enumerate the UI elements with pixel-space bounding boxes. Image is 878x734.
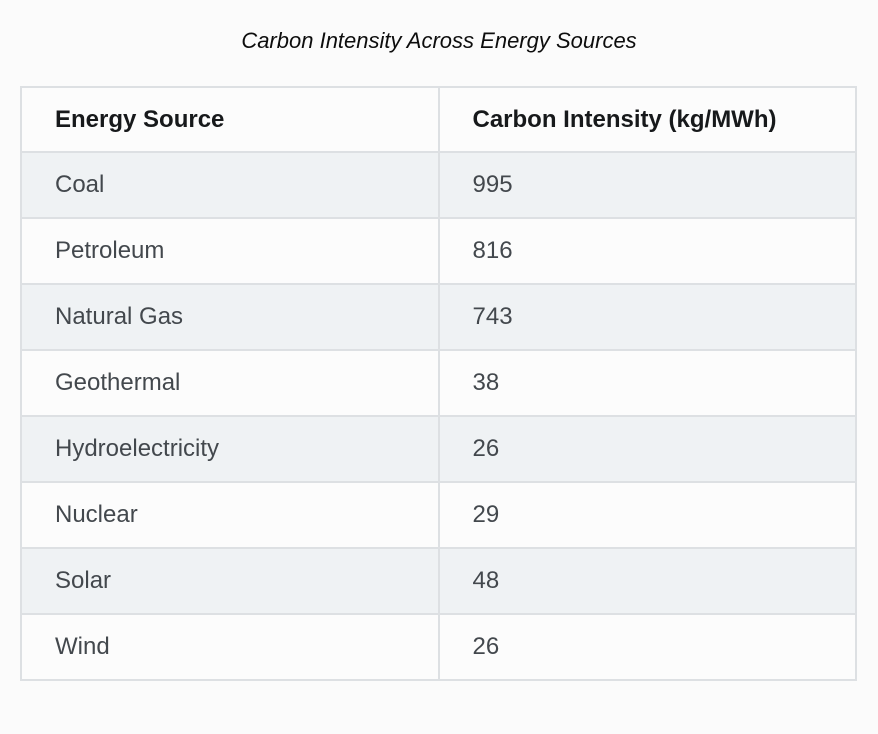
cell-carbon-intensity: 26 [437, 415, 857, 483]
cell-energy-source: Petroleum [20, 217, 440, 285]
cell-carbon-intensity: 48 [437, 547, 857, 615]
cell-energy-source: Nuclear [20, 481, 440, 549]
cell-carbon-intensity: 743 [437, 283, 857, 351]
table-row: Geothermal 38 [20, 349, 857, 417]
cell-energy-source: Natural Gas [20, 283, 440, 351]
table-row: Petroleum 816 [20, 217, 857, 285]
table-row: Coal 995 [20, 151, 857, 219]
cell-energy-source: Geothermal [20, 349, 440, 417]
cell-carbon-intensity: 995 [437, 151, 857, 219]
cell-energy-source: Coal [20, 151, 440, 219]
chart-title: Carbon Intensity Across Energy Sources [241, 28, 637, 53]
table-body: Coal 995 Petroleum 816 Natural Gas 743 Geother… [20, 151, 857, 681]
page: Carbon Intensity Across Energy Sources E… [0, 28, 878, 681]
column-header-carbon-intensity: Carbon Intensity (kg/MWh) [437, 86, 857, 153]
cell-carbon-intensity: 29 [437, 481, 857, 549]
table-row: Solar 48 [20, 547, 857, 615]
table-row: Nuclear 29 [20, 481, 857, 549]
cell-energy-source: Wind [20, 613, 440, 681]
table-row: Natural Gas 743 [20, 283, 857, 351]
cell-carbon-intensity: 38 [437, 349, 857, 417]
cell-carbon-intensity: 26 [437, 613, 857, 681]
column-header-energy-source: Energy Source [20, 86, 440, 153]
cell-energy-source: Hydroelectricity [20, 415, 440, 483]
table-row: Wind 26 [20, 613, 857, 681]
carbon-intensity-table: Energy Source Carbon Intensity (kg/MWh) … [20, 86, 857, 681]
cell-energy-source: Solar [20, 547, 440, 615]
table-row: Hydroelectricity 26 [20, 415, 857, 483]
cell-carbon-intensity: 816 [437, 217, 857, 285]
header-row: Energy Source Carbon Intensity (kg/MWh) [20, 86, 857, 153]
